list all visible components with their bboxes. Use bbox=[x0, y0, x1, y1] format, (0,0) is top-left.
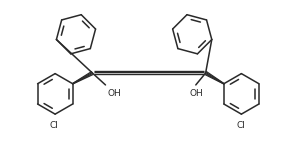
Text: Cl: Cl bbox=[237, 121, 246, 130]
Text: OH: OH bbox=[189, 89, 203, 97]
Text: OH: OH bbox=[108, 89, 122, 97]
Text: Cl: Cl bbox=[49, 121, 58, 130]
